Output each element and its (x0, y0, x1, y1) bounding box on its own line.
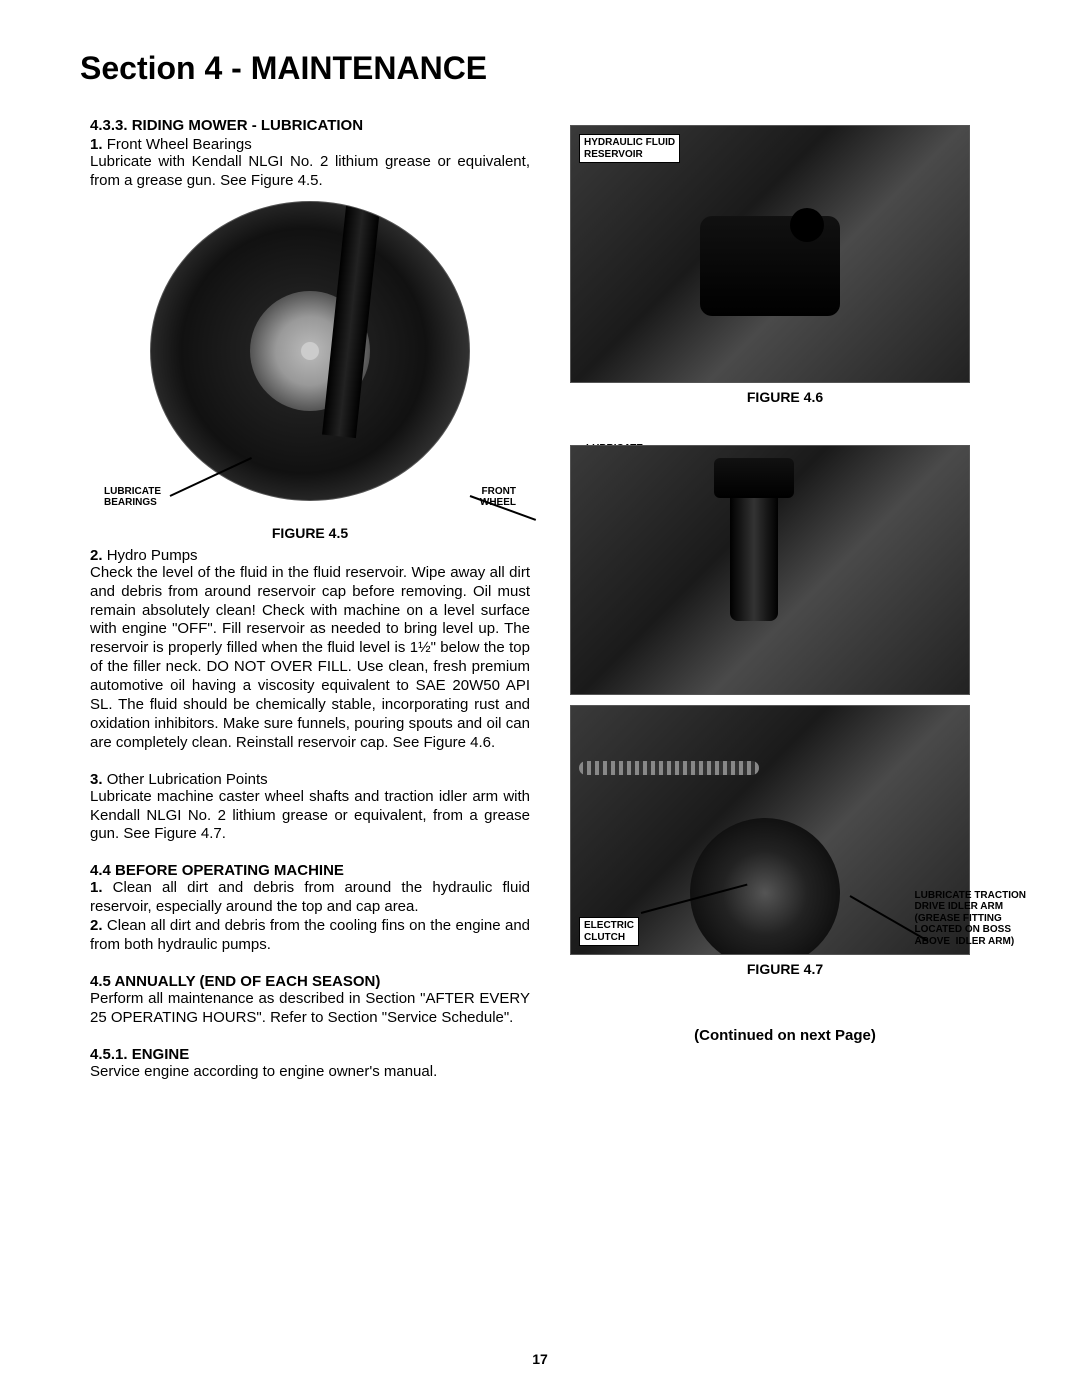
heading-4-3-3: 4.3.3. RIDING MOWER - LUBRICATION (90, 117, 530, 134)
figure-4-7-upper: LUBRICATE CASTER WHEEL (570, 445, 1000, 695)
item-2-lead: 2. Hydro Pumps (90, 547, 530, 564)
figure-4-5-label-left: LUBRICATE BEARINGS (100, 484, 165, 511)
item-3-title: Other Lubrication Points (107, 771, 268, 788)
figure-4-6-caption: FIGURE 4.6 (570, 389, 1000, 405)
h45-body: Perform all maintenance as described in … (90, 990, 530, 1028)
h44-item-2-text: Clean all dirt and debris from the cooli… (90, 917, 530, 953)
item-1-body: Lubricate with Kendall NLGI No. 2 lithiu… (90, 153, 530, 191)
figure-4-7-upper-photo (570, 445, 970, 695)
figure-4-5-photo (150, 201, 470, 501)
figure-4-5: LUBRICATE BEARINGS FRONT WHEEL FIGURE 4.… (90, 201, 530, 541)
heading-4-4: 4.4 BEFORE OPERATING MACHINE (90, 862, 530, 879)
item-2-number: 2. (90, 547, 103, 564)
h44-item-1: 1. Clean all dirt and debris from around… (90, 879, 530, 917)
h44-item-1-number: 1. (90, 879, 103, 896)
figure-4-6-photo: HYDRAULIC FLUID RESERVOIR (570, 125, 970, 383)
figure-4-6: HYDRAULIC FLUID RESERVOIR FIGURE 4.6 (570, 125, 1000, 405)
item-3-body: Lubricate machine caster wheel shafts an… (90, 788, 530, 845)
figure-4-5-caption: FIGURE 4.5 (90, 525, 530, 541)
figure-4-7-lower: ELECTRIC CLUTCH LUBRICATE TRACTION DRIVE… (570, 705, 1000, 977)
item-1-title: Front Wheel Bearings (107, 136, 252, 153)
figure-4-7-label-left: ELECTRIC CLUTCH (579, 917, 639, 946)
right-column: HYDRAULIC FLUID RESERVOIR FIGURE 4.6 LUB… (570, 115, 1000, 1082)
item-2-title: Hydro Pumps (107, 547, 198, 564)
heading-4-5-1: 4.5.1. ENGINE (90, 1046, 530, 1063)
page-title: Section 4 - MAINTENANCE (80, 50, 1020, 87)
page-number: 17 (532, 1351, 548, 1367)
item-3-lead: 3. Other Lubrication Points (90, 771, 530, 788)
figure-4-7-caption: FIGURE 4.7 (570, 961, 1000, 977)
h451-body: Service engine according to engine owner… (90, 1063, 530, 1082)
figure-4-6-label: HYDRAULIC FLUID RESERVOIR (579, 134, 680, 163)
left-column: 4.3.3. RIDING MOWER - LUBRICATION 1. Fro… (90, 115, 530, 1082)
h44-item-2-number: 2. (90, 917, 103, 934)
item-2-body: Check the level of the fluid in the flui… (90, 564, 530, 753)
h44-item-1-text: Clean all dirt and debris from around th… (90, 879, 530, 915)
content-columns: 4.3.3. RIDING MOWER - LUBRICATION 1. Fro… (60, 115, 1020, 1082)
continued-on-next-page: (Continued on next Page) (570, 1027, 1000, 1044)
heading-4-5: 4.5 ANNUALLY (END OF EACH SEASON) (90, 973, 530, 990)
h44-item-2: 2. Clean all dirt and debris from the co… (90, 917, 530, 955)
item-3-number: 3. (90, 771, 103, 788)
item-1-number: 1. (90, 136, 103, 153)
item-1-lead: 1. Front Wheel Bearings (90, 136, 530, 153)
